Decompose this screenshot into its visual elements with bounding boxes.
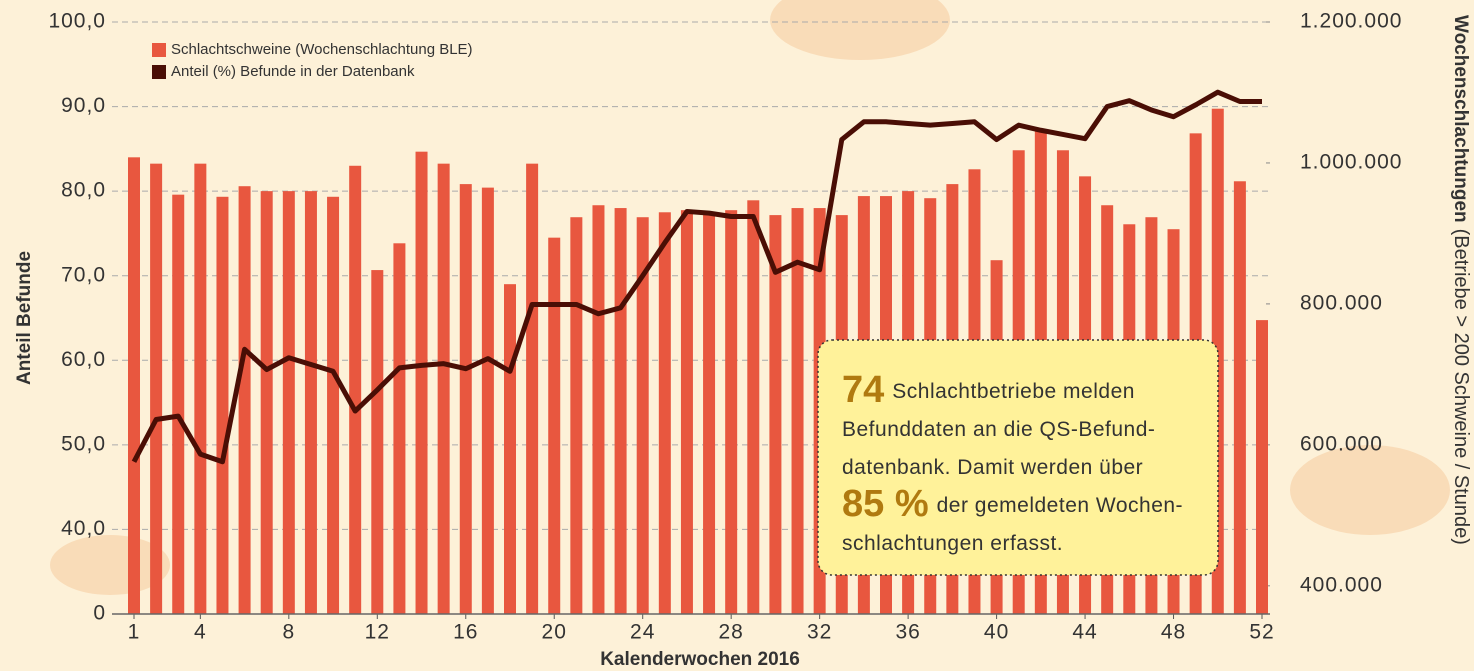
- y-tick-label: 90,0: [61, 94, 106, 117]
- bar: [304, 191, 317, 614]
- annotation-line: Befunddaten an die QS-Befund-: [842, 418, 1155, 441]
- x-tick-label: 32: [807, 621, 832, 644]
- annotation-highlight: 74: [842, 369, 884, 411]
- y2-tick-label: 1.200.000: [1300, 10, 1402, 33]
- bar: [327, 196, 340, 614]
- bar: [636, 217, 649, 614]
- bar: [393, 243, 406, 615]
- bar: [349, 165, 362, 614]
- bar: [194, 163, 207, 614]
- bar: [570, 217, 583, 614]
- bar: [747, 200, 760, 615]
- bar: [371, 270, 384, 614]
- bar: [658, 212, 671, 615]
- y-tick-label: 80,0: [61, 179, 106, 202]
- bar: [128, 157, 140, 615]
- bar: [437, 163, 450, 614]
- line: [131, 89, 1262, 465]
- y2-tick-label: 1.000.000: [1300, 150, 1402, 173]
- legend-swatch: [152, 43, 166, 57]
- annotation-highlight: 85 %: [842, 483, 929, 525]
- bar: [282, 191, 295, 614]
- x-tick-label: 8: [282, 621, 295, 644]
- x-tick-label: 4: [194, 621, 207, 644]
- x-tick-label: 52: [1249, 621, 1274, 644]
- bar: [459, 184, 472, 614]
- x-tick-label: 28: [718, 621, 743, 644]
- annotation-text: der gemeldeten Wochen-: [937, 494, 1183, 517]
- y2-tick-label: 600.000: [1300, 432, 1383, 455]
- legend-label: Anteil (%) Befunde in der Datenbank: [171, 63, 415, 80]
- y2-tick-label: 400.000: [1300, 573, 1383, 596]
- y2-title-note: (Betriebe > 200 Schweine / Stunde): [1450, 229, 1472, 545]
- y-tick-label: 40,0: [61, 517, 106, 540]
- x-tick-label: 36: [895, 621, 920, 644]
- bar: [150, 163, 163, 614]
- bar: [614, 208, 627, 615]
- bar: [592, 205, 605, 614]
- annotation-text: schlachtungen erfasst.: [842, 532, 1063, 555]
- annotation-text: datenbank. Damit werden über: [842, 456, 1143, 479]
- bar: [703, 212, 716, 615]
- x-tick-label: 48: [1161, 621, 1186, 644]
- bar: [172, 194, 185, 614]
- legend-label: Schlachtschweine (Wochenschlachtung BLE): [171, 41, 473, 58]
- y-tick-label: 70,0: [61, 263, 106, 286]
- bar: [216, 196, 229, 614]
- annotation-line: datenbank. Damit werden über: [842, 456, 1143, 479]
- x-tick-label: 1: [128, 621, 141, 644]
- legend-swatch: [152, 65, 166, 79]
- bar: [680, 210, 693, 614]
- y-tick-label: 60,0: [61, 348, 106, 371]
- bar: [1256, 320, 1268, 614]
- bar: [260, 191, 273, 614]
- x-axis-title: Kalenderwochen 2016: [600, 649, 800, 670]
- y-axis-title: Anteil Befunde: [14, 251, 35, 385]
- y2-tick-label: 800.000: [1300, 291, 1383, 314]
- bar: [526, 163, 539, 614]
- annotation-line: 74 Schlachtbetriebe melden: [842, 369, 1135, 411]
- bar: [504, 284, 516, 614]
- bar: [725, 210, 738, 614]
- bar: [238, 186, 251, 614]
- annotation-box: [817, 339, 1219, 576]
- bar: [769, 215, 782, 614]
- y2-title-main: Wochenschlachtungen: [1450, 15, 1471, 223]
- annotation-text: Befunddaten an die QS-Befund-: [842, 418, 1155, 441]
- y-tick-label: 50,0: [61, 432, 106, 455]
- x-tick-label: 16: [453, 621, 478, 644]
- x-tick-label: 20: [542, 621, 567, 644]
- x-tick-label: 24: [630, 621, 655, 644]
- annotation-line: 85 % der gemeldeten Wochen-: [842, 483, 1183, 525]
- x-tick-label: 40: [984, 621, 1009, 644]
- annotation-text: Schlachtbetriebe melden: [892, 380, 1135, 403]
- x-tick-label: 12: [365, 621, 390, 644]
- bar: [791, 208, 804, 615]
- annotation-line: schlachtungen erfasst.: [842, 532, 1063, 555]
- bar: [415, 151, 428, 614]
- y-tick-label: 100,0: [48, 10, 106, 33]
- x-tick-label: 44: [1072, 621, 1097, 644]
- y2-axis-title: Wochenschlachtungen (Betriebe > 200 Schwe…: [1450, 15, 1472, 545]
- y-tick-label: 0: [93, 602, 106, 625]
- bar: [481, 187, 494, 614]
- bar: [548, 237, 561, 614]
- bar: [1233, 181, 1246, 614]
